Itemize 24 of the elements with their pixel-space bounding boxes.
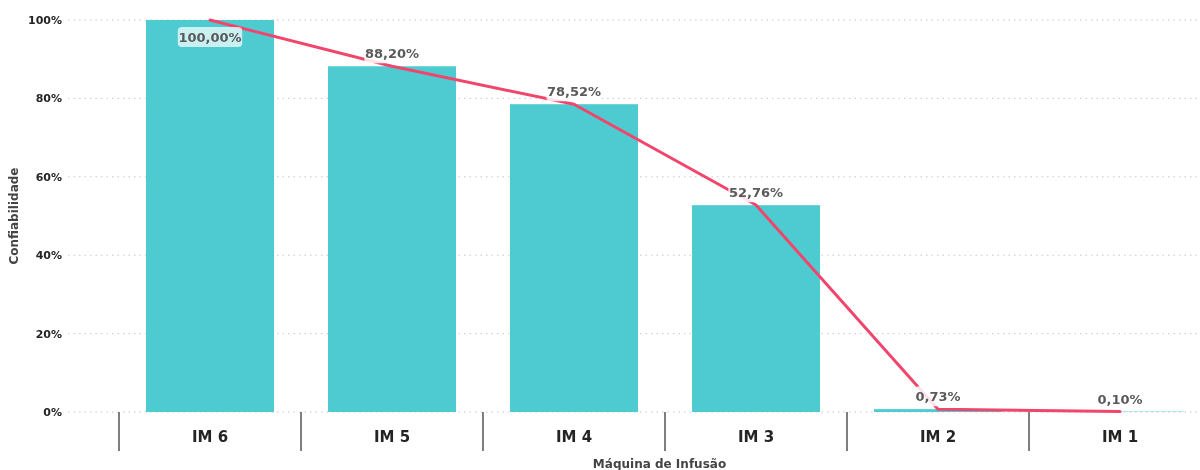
y-tick-label: 0% [43, 406, 62, 419]
data-label: 88,20% [364, 46, 420, 62]
x-tick-label: IM 5 [373, 428, 411, 446]
x-tick-label: IM 4 [555, 428, 593, 446]
data-label: 0,10% [1097, 391, 1143, 407]
bar [510, 104, 638, 412]
bar [146, 20, 274, 412]
data-label: 0,73% [915, 389, 961, 405]
y-tick-label: 60% [35, 170, 62, 184]
x-tick-label: IM 6 [191, 428, 229, 446]
data-label: 52,76% [728, 185, 784, 201]
y-axis-title: Confiabilidade [7, 167, 21, 265]
y-tick-label: 100% [28, 14, 62, 27]
data-label: 78,52% [546, 84, 602, 100]
x-axis-title: Máquina de Infusão [592, 457, 727, 470]
x-tick-label: IM 1 [1101, 428, 1139, 446]
x-tick-label: IM 3 [737, 428, 775, 446]
bar [692, 205, 820, 412]
data-label: 100,00% [178, 30, 242, 45]
y-tick-label: 40% [35, 249, 62, 263]
bar [328, 66, 456, 412]
y-tick-label: 20% [35, 327, 62, 341]
x-tick-label: IM 2 [919, 428, 957, 446]
y-tick-label: 80% [35, 92, 62, 106]
